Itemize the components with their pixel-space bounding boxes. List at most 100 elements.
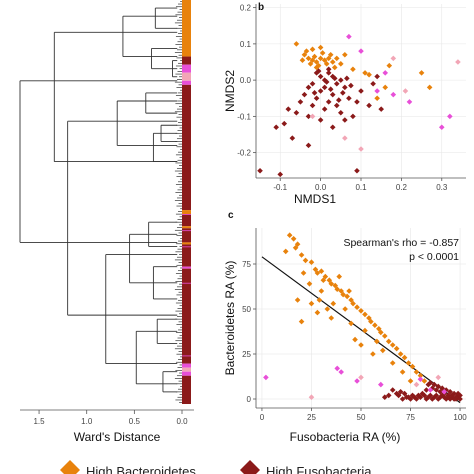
data-point-high-fusobacteria [413,396,420,402]
data-point-high-bacteroidetes [352,336,358,343]
data-point-high-bacteroidetes [314,309,321,316]
data-point-high-bacteroidetes [366,71,372,78]
data-point-light-pink [342,135,348,141]
data-point-high-bacteroidetes [399,369,406,375]
legend-swatch-high-bacteroidetes [60,460,80,474]
data-point-high-fusobacteria [421,392,428,399]
grid [256,4,466,178]
data-point-high-bacteroidetes [362,327,368,334]
data-point-high-fusobacteria [329,124,336,131]
cluster-color-strip [182,0,191,404]
strip-segment [182,226,191,229]
data-point-high-fusobacteria [293,109,300,116]
data-point-high-bacteroidetes [358,342,364,348]
data-point-high-bacteroidetes [301,51,308,58]
data-point-high-bacteroidetes [318,268,325,274]
data-point-high-fusobacteria [358,88,364,94]
data-point-high-fusobacteria [381,394,388,400]
data-point-high-bacteroidetes [313,64,320,71]
data-point-high-bacteroidetes [294,297,301,303]
data-point-high-bacteroidetes [317,44,324,51]
data-point-high-bacteroidetes [376,326,382,332]
data-point-high-bacteroidetes [318,288,325,294]
strip-segment [182,363,191,368]
data-point-high-fusobacteria [325,70,332,76]
data-point-high-fusobacteria [435,383,442,390]
strip-segment [182,56,191,65]
data-point-light-pink [309,113,316,120]
data-point-high-bacteroidetes [321,57,328,63]
data-point-high-bacteroidetes [418,70,425,76]
strip-segment [182,266,191,269]
y-tick-label: 0 [247,395,252,404]
data-point-high-bacteroidetes [362,311,368,318]
data-point-high-bacteroidetes [358,308,364,314]
x-tick-label: 0.3 [436,183,448,192]
data-point-high-bacteroidetes [354,304,360,310]
data-point-high-fusobacteria [443,396,449,402]
data-point-high-fusobacteria [433,392,440,399]
data-point-high-fusobacteria [257,167,263,174]
data-point-other [406,99,413,105]
strip-segment [182,282,191,284]
data-point-high-bacteroidetes [342,51,348,58]
data-point-other [334,365,341,372]
data-point-high-fusobacteria [354,99,360,105]
data-point-high-bacteroidetes [329,59,336,65]
data-point-high-bacteroidetes [326,277,333,283]
data-point-high-fusobacteria [285,106,292,112]
points [257,33,461,178]
x-tick-label: -0.1 [273,183,287,192]
data-point-high-fusobacteria [329,91,336,98]
data-point-high-fusobacteria [331,75,338,82]
strip-segment [182,246,191,248]
data-point-high-bacteroidetes [397,351,404,357]
y-tick-label: 0.2 [240,4,252,13]
data-point-other [447,113,453,120]
data-point-high-fusobacteria [457,396,463,402]
data-point-other [346,33,352,40]
data-point-high-bacteroidetes [293,41,300,47]
data-point-high-fusobacteria [401,390,408,397]
y-tick-label: -0.1 [237,112,251,121]
x-tick-label: 0 [260,413,265,422]
data-point-other [438,124,445,131]
data-point-high-fusobacteria [309,102,316,109]
data-point-high-fusobacteria [393,390,400,397]
data-point-high-bacteroidetes [314,270,321,276]
data-point-high-bacteroidetes [421,378,428,384]
data-point-high-fusobacteria [397,389,404,395]
data-point-other [378,381,384,388]
data-point-other [358,48,364,54]
data-point-high-fusobacteria [425,381,432,388]
legend-swatch-high-fusobacteria [240,460,260,474]
data-point-high-fusobacteria [447,389,453,395]
data-point-high-fusobacteria [273,124,279,131]
strip-segment [182,242,191,245]
data-point-high-bacteroidetes [374,95,380,102]
data-point-high-bacteroidetes [405,360,412,366]
data-point-high-bacteroidetes [308,259,315,265]
data-point-high-fusobacteria [437,389,444,395]
data-point-high-fusobacteria [317,88,324,94]
data-point-high-fusobacteria [315,68,322,74]
data-point-high-bacteroidetes [319,50,326,56]
data-point-high-fusobacteria [449,392,455,399]
data-point-high-fusobacteria [338,77,344,83]
strip-segment [182,268,191,364]
data-point-high-fusobacteria [443,387,449,393]
data-point-high-fusobacteria [323,79,330,85]
data-point-high-bacteroidetes [303,48,310,54]
strip-segment [182,355,191,357]
data-point-high-bacteroidetes [298,318,305,325]
data-point-high-fusobacteria [374,73,380,80]
data-point-high-bacteroidetes [327,51,334,58]
dendrogram-x-tick-label: 1.0 [81,417,93,426]
data-point-high-fusobacteria [370,80,376,87]
data-point-other [382,70,389,76]
data-point-high-bacteroidetes [332,282,339,289]
corr-y-axis-title: Bacteroidetes RA (%) [223,261,237,376]
data-point-high-fusobacteria [301,91,308,98]
data-point-high-bacteroidetes [317,55,324,62]
data-point-high-fusobacteria [313,95,320,102]
